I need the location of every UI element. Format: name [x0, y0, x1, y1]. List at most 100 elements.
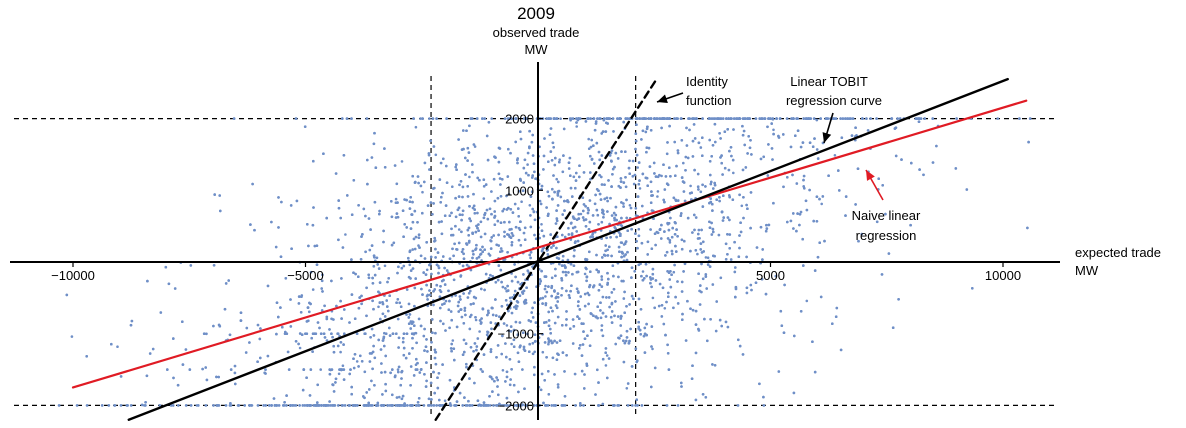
data-point: [505, 370, 509, 374]
data-point: [461, 248, 465, 251]
data-point: [840, 136, 844, 139]
data-point: [628, 159, 631, 163]
data-point: [510, 311, 514, 315]
data-point: [340, 317, 343, 320]
data-point: [540, 223, 543, 226]
data-point: [449, 404, 453, 407]
data-point: [440, 220, 443, 223]
data-point: [402, 264, 406, 268]
data-point: [686, 299, 689, 303]
data-point: [704, 256, 708, 259]
data-point: [734, 266, 737, 269]
data-point: [354, 404, 358, 407]
data-point: [558, 160, 561, 164]
data-point: [555, 246, 558, 250]
data-point: [578, 344, 582, 347]
data-point: [516, 351, 520, 355]
data-point: [1028, 117, 1032, 120]
data-point: [561, 170, 565, 174]
data-point: [539, 279, 542, 283]
data-point: [571, 195, 574, 198]
data-point: [396, 317, 400, 321]
data-point: [674, 244, 677, 248]
data-point: [483, 288, 486, 292]
data-point: [553, 289, 556, 292]
data-point: [528, 145, 531, 148]
data-point: [369, 336, 372, 339]
data-point: [438, 295, 442, 299]
data-point: [476, 399, 480, 403]
data-point: [510, 241, 514, 244]
data-point: [760, 277, 764, 281]
data-point: [637, 234, 641, 238]
data-point: [409, 269, 413, 272]
data-point: [636, 404, 639, 407]
data-point: [622, 205, 625, 208]
data-point: [473, 381, 476, 385]
data-point: [617, 275, 620, 279]
data-point: [583, 373, 586, 376]
data-point: [401, 340, 405, 344]
data-point: [737, 117, 741, 120]
data-point: [591, 214, 595, 217]
data-point: [625, 387, 629, 390]
data-point: [508, 117, 512, 120]
data-point: [543, 321, 546, 324]
data-point: [517, 189, 521, 193]
data-point: [543, 379, 546, 382]
data-point: [331, 383, 335, 387]
data-point: [469, 219, 473, 223]
data-point: [563, 404, 567, 407]
data-point: [412, 332, 415, 336]
data-point: [428, 168, 431, 171]
data-point: [708, 201, 711, 205]
data-point: [601, 357, 605, 361]
data-point: [289, 404, 293, 407]
data-point: [151, 347, 155, 351]
data-point: [459, 180, 463, 183]
data-point: [550, 294, 553, 298]
data-point: [315, 244, 319, 247]
data-point: [357, 204, 360, 207]
data-point: [352, 366, 356, 370]
data-point: [313, 244, 317, 248]
data-point: [233, 364, 237, 368]
data-point: [509, 330, 513, 333]
data-point: [396, 201, 399, 204]
data-point: [419, 117, 422, 120]
data-point: [658, 117, 661, 120]
data-point: [575, 230, 578, 233]
data-point: [684, 339, 688, 342]
data-point: [575, 125, 578, 128]
data-point: [681, 312, 684, 316]
data-point: [482, 197, 486, 200]
data-point: [480, 321, 483, 324]
data-point: [522, 231, 526, 235]
data-point: [434, 247, 437, 251]
data-point: [699, 242, 703, 245]
data-point: [546, 253, 550, 256]
data-point: [381, 312, 385, 316]
data-point: [660, 126, 663, 130]
data-point: [435, 117, 438, 120]
data-point: [542, 154, 546, 158]
data-point: [315, 263, 319, 267]
data-point: [550, 276, 554, 280]
data-point: [614, 300, 617, 303]
data-point: [471, 163, 474, 166]
data-point: [456, 304, 460, 308]
data-point: [411, 347, 414, 350]
data-point: [565, 318, 568, 321]
data-point: [301, 404, 305, 407]
data-point: [704, 275, 708, 278]
data-point: [466, 228, 470, 232]
data-point: [228, 333, 232, 337]
data-point: [563, 209, 566, 212]
data-point: [702, 240, 705, 244]
data-point: [732, 171, 735, 175]
data-point: [691, 308, 695, 312]
data-point: [476, 226, 479, 230]
data-point: [601, 130, 605, 133]
data-point: [493, 223, 497, 226]
data-point: [286, 350, 290, 354]
